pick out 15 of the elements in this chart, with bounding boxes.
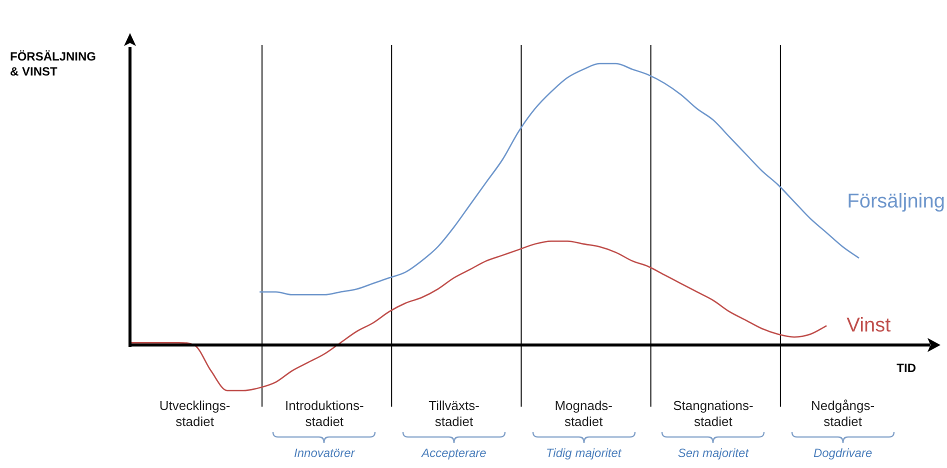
x-tick-label: Introduktions- stadiet <box>285 398 364 429</box>
x-tick-label: Mognads- stadiet <box>554 398 613 429</box>
x-axis-title: TID <box>896 360 916 375</box>
text: Accepterare <box>420 446 488 460</box>
text: Tidig majoritet <box>544 446 622 460</box>
text: Innovatörer <box>293 446 356 460</box>
x-tick-label: Tillväxts- stadiet <box>428 398 480 429</box>
y-axis-title: FÖRSÄLJNING & VINST <box>10 49 96 78</box>
x-tick-label: Nedgångs- stadiet <box>810 398 875 429</box>
x-tick-label: Stangnations- stadiet <box>673 398 754 429</box>
text: Dogdrivare <box>812 446 874 460</box>
series-label: Vinst <box>846 314 892 336</box>
series-label: Försäljning <box>847 190 946 213</box>
text: Sen majoritet <box>676 446 750 460</box>
x-tick-label: Utvecklings- stadiet <box>159 398 230 429</box>
